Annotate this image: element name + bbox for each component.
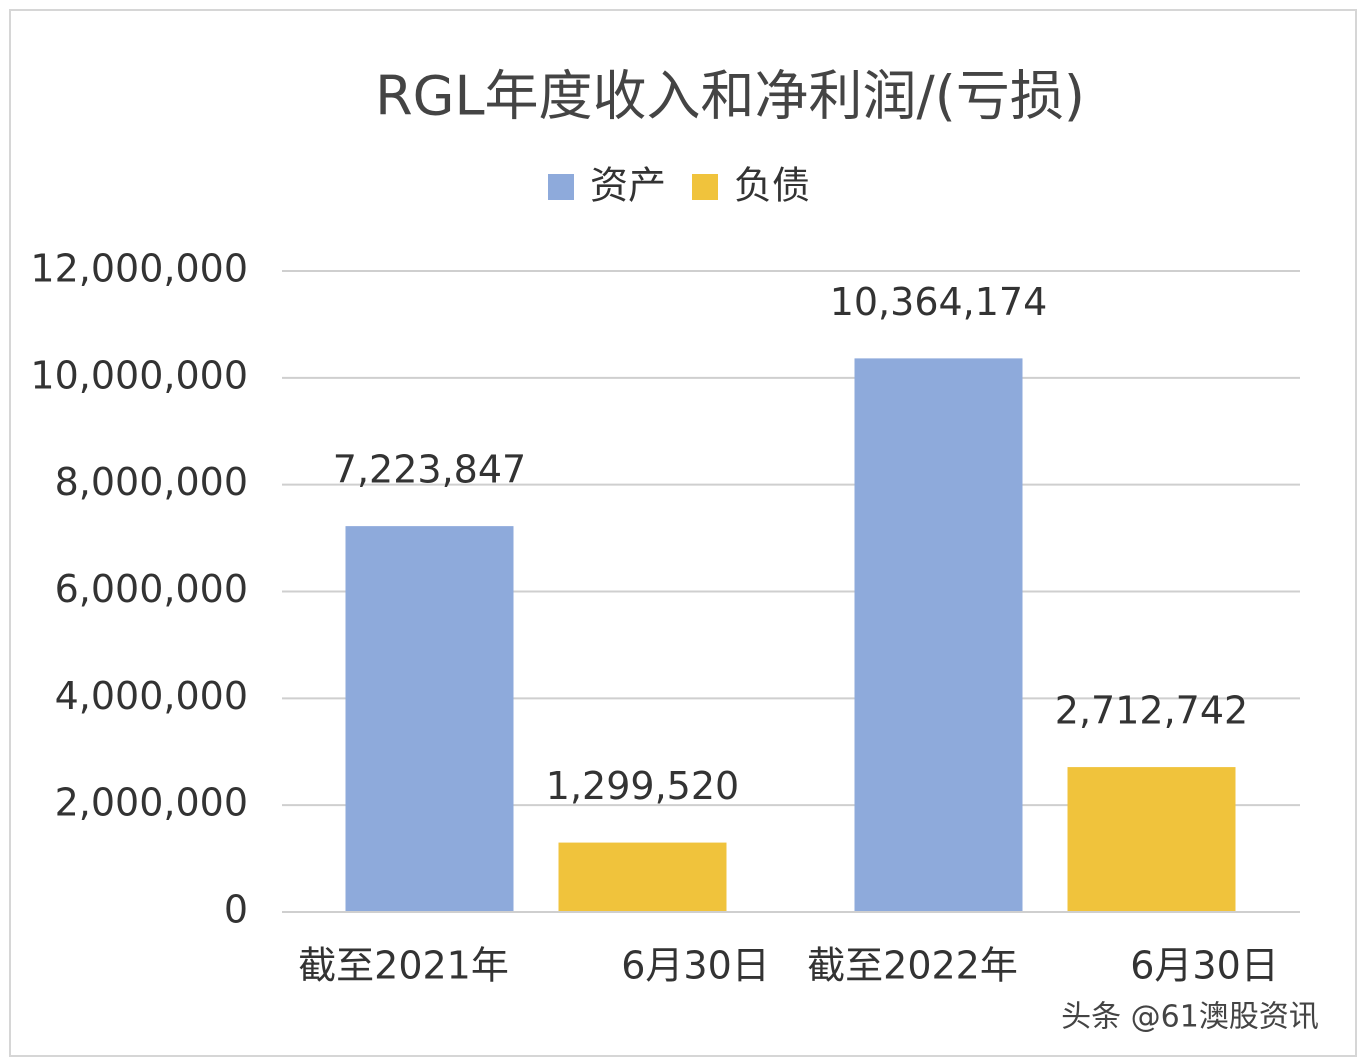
x-tick-label: 6月30日 — [621, 944, 770, 988]
bar — [854, 358, 1023, 912]
x-tick-label: 截至2022年 — [807, 944, 1018, 988]
x-tick-label: 截至2021年 — [298, 944, 509, 988]
y-tick-label: 6,000,000 — [55, 567, 248, 611]
x-tick-label: 6月30日 — [1130, 944, 1279, 988]
bar — [558, 842, 727, 912]
y-tick-label: 12,000,000 — [30, 247, 248, 291]
data-label: 10,364,174 — [830, 280, 1048, 324]
legend-label: 负债 — [734, 164, 810, 208]
y-tick-label: 4,000,000 — [55, 674, 248, 718]
watermark: 头条 @61澳股资讯 — [1061, 1000, 1319, 1035]
bar — [345, 526, 514, 912]
data-label: 1,299,520 — [546, 764, 739, 808]
chart-title: RGL年度收入和净利润/(亏损) — [375, 65, 1085, 128]
legend-swatch — [548, 174, 574, 200]
y-tick-label: 8,000,000 — [55, 460, 248, 504]
data-label: 7,223,847 — [333, 448, 526, 492]
bar — [1067, 767, 1236, 912]
data-label: 2,712,742 — [1055, 689, 1248, 733]
y-tick-label: 10,000,000 — [30, 353, 248, 397]
y-tick-label: 2,000,000 — [55, 781, 248, 825]
legend-label: 资产 — [590, 164, 666, 208]
y-tick-label: 0 — [224, 888, 248, 932]
legend-swatch — [692, 174, 718, 200]
